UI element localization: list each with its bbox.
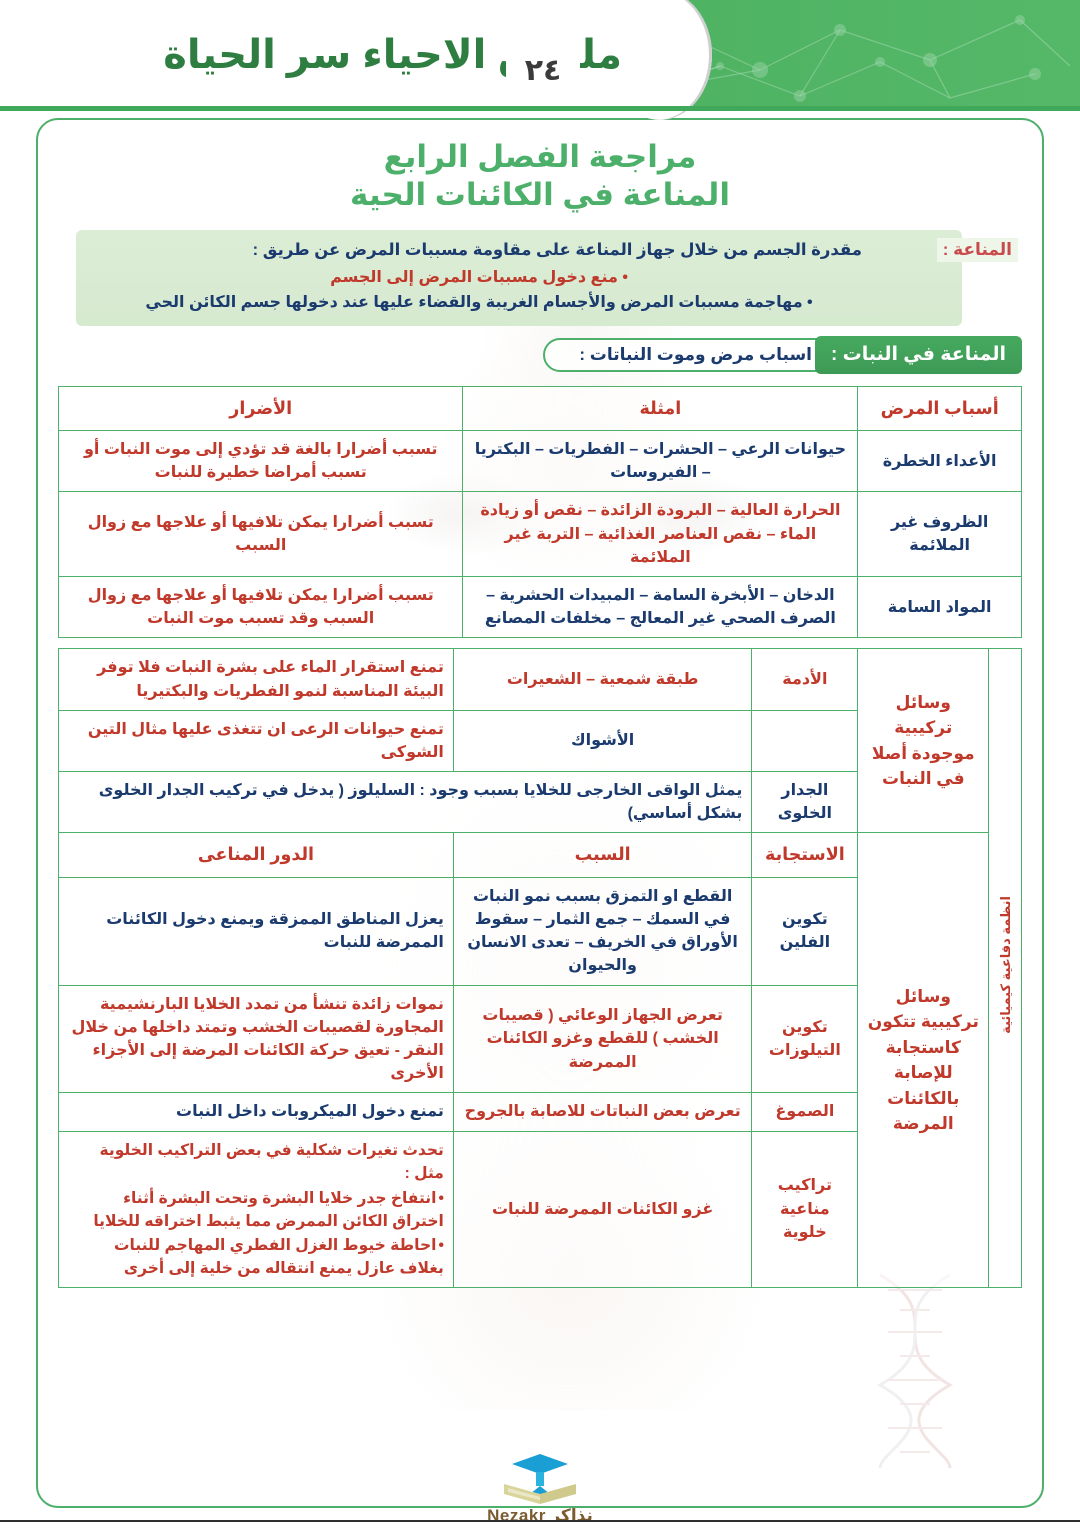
- banner-underline: [0, 106, 1080, 111]
- vertical-group-label: انظمة دفاعية كيميائية: [988, 648, 1022, 1288]
- col-header-examples: امثلة: [462, 385, 859, 432]
- cell-part: الجدار الخلوى: [751, 771, 859, 834]
- cell-harms: تسبب أضرارا يمكن تلافيها أو علاجها مع زو…: [57, 491, 464, 577]
- table-row: الجدار الخلوى يمثل الواقى الخارجى للخلاي…: [57, 771, 1022, 834]
- group-label-induced: وسائل تركيبية تتكون كاستجابة للإصابة بال…: [857, 832, 990, 1288]
- col-header-cause: السبب: [452, 832, 753, 878]
- table-row: المواد السامة الدخان – الأبخرة السامة – …: [57, 575, 1022, 639]
- definition-label: المناعة :: [936, 237, 1018, 262]
- cell-cause: غزو الكائنات الممرضة للنبات: [452, 1130, 753, 1288]
- definition-box: مقدرة الجسم من خلال جهاز المناعة على مقا…: [76, 229, 962, 326]
- cell-response: الصموغ: [751, 1092, 859, 1132]
- cell-part: [751, 709, 859, 773]
- cell-role: تمنع حيوانات الرعى ان تتغذى عليها مثال ا…: [58, 709, 454, 773]
- bottom-edge-bar: [0, 1520, 1080, 1534]
- table-row: الظروف غير الملائمة الحرارة العالية – ال…: [57, 491, 1022, 577]
- cell-response: تراكيب مناعية خلوية: [751, 1130, 859, 1288]
- cell-role: تمنع استقرار الماء على بشرة النبات فلا ت…: [58, 648, 454, 711]
- content-area: مراجعة الفصل الرابع المناعة في الكائنات …: [36, 118, 1044, 1508]
- cell-role: تحدث تغيرات شكلية في بعض التراكيب الخلوي…: [58, 1130, 454, 1288]
- table-row: تكوين الفلين القطع او التمزق بسبب نمو ال…: [58, 876, 1022, 986]
- cell-role: يعزل المناطق الممزقة ويمنع دخول الكائنات…: [58, 876, 454, 986]
- cell-role: نموات زائدة تنشأ من تمدد الخلايا البارنش…: [58, 984, 454, 1094]
- cell-cause: تعرض الجهاز الوعائي ( قصيبات الخشب ) للق…: [452, 984, 753, 1094]
- page-number: ٢٤: [524, 53, 562, 87]
- table-header-row: وسائل تركيبية تتكون كاستجابة للإصابة بال…: [58, 832, 1022, 1288]
- definition-bullets: منع دخول مسببات المرض إلى الجسم مهاجمة م…: [92, 266, 866, 316]
- content-card-border: [36, 118, 1044, 1508]
- page-title-line1: مراجعة الفصل الرابع: [383, 139, 697, 174]
- role-lead: تحدث تغيرات شكلية في بعض التراكيب الخلوي…: [99, 1141, 444, 1182]
- definition-bullet-1: منع دخول مسببات المرض إلى الجسم: [92, 266, 866, 291]
- cell-harms: تسبب أضرارا يمكن تلافيها أو علاجها مع زو…: [57, 575, 464, 639]
- section-pill-label: المناعة في النبات :: [815, 335, 1022, 374]
- cell-cause: القطع او التمزق بسبب نمو النبات في السمك…: [452, 876, 753, 986]
- table-row: الأعداء الخطرة حيوانات الرعي – الحشرات –…: [57, 429, 1022, 493]
- cell-part: الأدمة: [751, 648, 859, 711]
- role-bullet-2: احاطة خيوط الغزل الفطري المهاجم للنبات ب…: [68, 1234, 444, 1281]
- role-bullet-1: انتفاخ جدر خلايا البشرة وتحت البشرة أثنا…: [68, 1187, 444, 1234]
- section-header-row: اسباب مرض وموت النباتات : المناعة في الن…: [58, 335, 1022, 376]
- table-row: الصموغ تعرض بعض النباتات للاصابة بالجروح…: [58, 1092, 1022, 1132]
- cell-role: يمثل الواقى الخارجى للخلايا بسبب وجود : …: [57, 771, 753, 834]
- graduation-book-icon: [465, 1450, 615, 1506]
- cell-harms: تسبب أضرارا بالغة قد تؤدي إلى موت النبات…: [57, 429, 464, 493]
- col-header-response: الاستجابة: [751, 832, 859, 878]
- page-title-line2: المناعة في الكائنات الحية: [350, 176, 730, 212]
- cell-examples: حيوانات الرعي – الحشرات – الفطريات – الب…: [462, 429, 859, 493]
- col-header-role: الدور المناعى: [58, 832, 454, 878]
- top-banner: ملخص الاحياء سر الحياة ٢٤: [0, 0, 1080, 120]
- site-logo: نذاكر Nezakr: [465, 1450, 615, 1526]
- definition-text: مقدرة الجسم من خلال جهاز المناعة على مقا…: [252, 240, 862, 259]
- cell-cause: تعرض بعض النباتات للاصابة بالجروح: [452, 1092, 753, 1132]
- cell-examples: الحرارة العالية – البرودة الزائدة – نقص …: [462, 491, 859, 577]
- page-title: مراجعة الفصل الرابع المناعة في الكائنات …: [58, 138, 1022, 214]
- role-list: تحدث تغيرات شكلية في بعض التراكيب الخلوي…: [68, 1139, 444, 1281]
- col-header-harms: الأضرار: [57, 385, 464, 432]
- col-header-cause: أسباب المرض: [857, 385, 1022, 432]
- cell-cause: الأعداء الخطرة: [857, 429, 1022, 493]
- table-row: تراكيب مناعية خلوية غزو الكائنات الممرضة…: [58, 1130, 1022, 1288]
- table-row: الأشواك تمنع حيوانات الرعى ان تتغذى عليه…: [58, 709, 1022, 773]
- cell-cause: المواد السامة: [857, 575, 1022, 639]
- table-plant-defenses: انظمة دفاعية كيميائية وسائل تركيبية موجو…: [57, 648, 1022, 1288]
- cell-response: تكوين الفلين: [751, 876, 859, 986]
- cell-feature: طبقة شمعية – الشعيرات: [452, 648, 753, 711]
- cell-feature: الأشواك: [452, 709, 753, 773]
- table-row: انظمة دفاعية كيميائية وسائل تركيبية موجو…: [58, 648, 1022, 1288]
- section-subtitle: اسباب مرض وموت النباتات :: [543, 337, 836, 372]
- table-row: تكوين التيلوزات تعرض الجهاز الوعائي ( قص…: [58, 984, 1022, 1094]
- cell-cause: الظروف غير الملائمة: [857, 491, 1022, 577]
- page-number-tab: ٢٤: [506, 36, 580, 104]
- group-label-structural: وسائل تركيبية موجودة أصلا في النبات: [857, 648, 990, 834]
- table-header-row: أسباب المرض امثلة الأضرار: [57, 385, 1022, 432]
- table-disease-causes: أسباب المرض امثلة الأضرار الأعداء الخطرة…: [57, 385, 1022, 639]
- cell-response: تكوين التيلوزات: [751, 984, 859, 1094]
- definition-bullet-2: مهاجمة مسببات المرض والأجسام الغريبة وال…: [92, 291, 866, 316]
- cell-role: تمنع دخول الميكروبات داخل النبات: [58, 1092, 454, 1132]
- cell-examples: الدخان – الأبخرة السامة – المبيدات الحشر…: [462, 575, 859, 639]
- definition-row: مقدرة الجسم من خلال جهاز المناعة على مقا…: [58, 229, 1022, 326]
